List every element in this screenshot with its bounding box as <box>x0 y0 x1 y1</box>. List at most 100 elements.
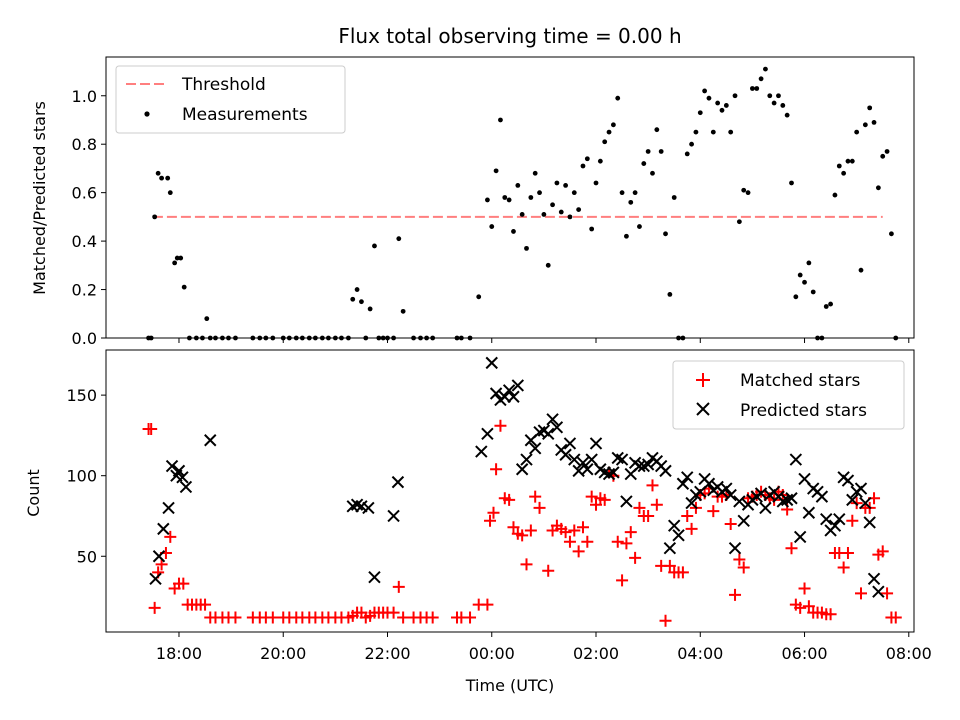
measurement-point <box>706 95 712 101</box>
predicted-star-point <box>663 541 677 555</box>
measurement-point <box>571 190 577 196</box>
measurement-point <box>858 267 864 273</box>
matched-star-point <box>533 501 546 514</box>
measurement-point <box>181 284 187 290</box>
measurement-point <box>793 294 799 300</box>
measurement-point <box>754 86 760 91</box>
predicted-star-point <box>802 506 816 519</box>
predicted-star-point <box>872 585 885 598</box>
measurement-point <box>806 260 812 266</box>
predicted-star-point <box>165 459 179 473</box>
measurement-point <box>476 294 482 300</box>
measurement-point <box>584 156 590 162</box>
predicted-star-point <box>615 453 629 466</box>
measurement-point <box>597 158 603 164</box>
matched-star-point <box>585 490 598 503</box>
predicted-star-point <box>502 384 516 397</box>
bottom-x-ticks: 18:00 20:00 22:00 00:00 02:00 04:00 06:00 08:00 <box>156 632 932 663</box>
predicted-star-point <box>149 572 162 586</box>
measurement-point <box>736 219 742 225</box>
matched-star-point <box>507 521 520 534</box>
matched-star-point <box>199 598 212 611</box>
matched-star-point <box>155 558 168 571</box>
matched-star-point <box>633 501 646 514</box>
measurement-point <box>155 170 161 176</box>
predicted-star-point <box>179 480 193 494</box>
measurement-point <box>580 163 586 169</box>
matched-star-point <box>611 535 624 548</box>
matched-stars-points <box>142 419 902 627</box>
matched-star-point <box>516 529 529 542</box>
predicted-star-point <box>833 512 846 526</box>
matched-star-point <box>484 514 497 527</box>
measurement-point <box>849 158 855 164</box>
predicted-star-point <box>789 453 803 466</box>
measurement-point <box>493 168 499 174</box>
measurement-point <box>828 301 833 307</box>
predicted-star-point <box>485 356 498 370</box>
measurement-point <box>684 151 690 157</box>
measurement-point <box>784 112 790 118</box>
measurement-point <box>663 231 668 237</box>
measurement-point <box>845 158 851 164</box>
top-plot-frame <box>105 56 915 339</box>
matched-star-point <box>846 514 859 527</box>
measurement-point <box>776 93 781 99</box>
matched-star-point <box>724 518 737 531</box>
matched-star-point <box>837 561 850 574</box>
predicted-star-point <box>607 466 620 479</box>
bottom-y-tick-label: 150 <box>66 386 97 405</box>
matched-star-point <box>646 479 659 492</box>
measurement-point <box>732 93 738 99</box>
predicted-star-point <box>559 448 572 461</box>
matched-star-point <box>481 598 494 611</box>
predicted-star-point <box>720 482 733 495</box>
predicted-star-point <box>676 477 690 490</box>
predicted-star-point <box>546 413 559 426</box>
top-x-ticks <box>178 338 910 343</box>
predicted-star-point <box>828 519 842 532</box>
matched-star-point <box>494 419 507 432</box>
measurement-point <box>884 149 890 154</box>
matched-star-point <box>576 521 589 534</box>
bottom-x-tick-label: 04:00 <box>677 644 723 663</box>
bottom-panel: Count 50 100 150 18:00 20:00 22:00 00:00 02:00… <box>24 349 932 695</box>
matched-stars-legend-label: Matched stars <box>740 371 860 391</box>
predicted-star-point <box>724 488 737 502</box>
measurement-point <box>528 195 534 200</box>
measurement-point <box>789 180 794 186</box>
predicted-star-point <box>659 464 672 478</box>
bottom-plot-frame <box>105 349 915 633</box>
bottom-x-tick-label: 02:00 <box>573 644 619 663</box>
measurements-legend-label: Measurements <box>182 105 308 125</box>
measurement-point <box>758 76 764 82</box>
matched-star-point <box>387 606 400 619</box>
matched-star-point <box>676 566 689 579</box>
top-y-tick-label: 0.2 <box>72 281 97 300</box>
measurement-point <box>593 180 599 186</box>
predicted-star-point <box>542 427 555 441</box>
matched-star-point <box>707 505 720 518</box>
measurement-point <box>589 226 595 232</box>
measurement-point <box>524 245 529 251</box>
matched-star-point <box>229 611 242 624</box>
measurement-point <box>519 212 525 217</box>
measurement-points <box>146 66 899 341</box>
measurement-point <box>204 316 210 322</box>
top-y-tick-label: 0.0 <box>72 329 97 348</box>
predicted-star-point <box>672 529 685 542</box>
predicted-star-point <box>820 512 833 526</box>
predicted-star-point <box>867 572 881 586</box>
measurement-point <box>350 296 356 302</box>
measurement-point <box>871 120 877 125</box>
measurement-point <box>637 224 642 229</box>
measurement-point <box>797 272 803 278</box>
measurement-point <box>558 209 564 215</box>
bottom-x-tick-label: 20:00 <box>260 644 306 663</box>
matched-star-point <box>620 537 633 550</box>
measurement-point <box>767 93 773 99</box>
predicted-star-point <box>576 456 590 470</box>
predicted-star-point <box>204 434 217 447</box>
bottom-y-ticks: 50 100 150 <box>66 386 106 566</box>
measurement-point <box>862 122 868 128</box>
